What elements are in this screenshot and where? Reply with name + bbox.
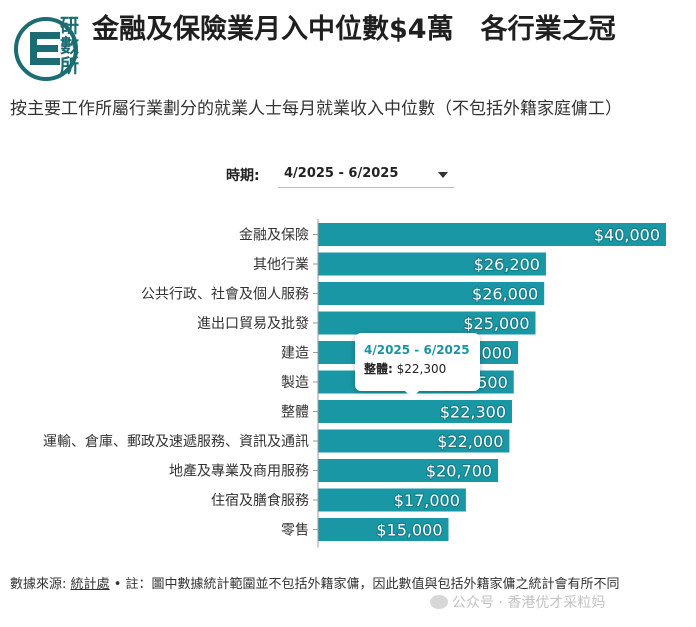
chart-tooltip: 4/2025 - 6/2025 整體: $22,300 <box>355 333 480 398</box>
value-label-2: $26,000 <box>472 285 538 304</box>
bar-6[interactable] <box>318 400 513 423</box>
value-label-9: $17,000 <box>394 491 460 510</box>
category-label-0: 金融及保險 <box>239 228 309 244</box>
value-label-1: $26,200 <box>474 255 540 274</box>
bar-9[interactable] <box>318 488 466 512</box>
category-label-8: 地產及專業及商用服務 <box>169 463 309 480</box>
value-label-10: $15,000 <box>376 521 442 540</box>
bar-1[interactable] <box>318 252 546 276</box>
tooltip-row: 整體: $22,300 <box>364 359 471 379</box>
category-label-1: 其他行業 <box>253 257 309 273</box>
category-label-10: 零售 <box>281 523 309 539</box>
tooltip-period: 4/2025 - 6/2025 <box>364 343 470 357</box>
value-label-3: $25,000 <box>463 314 529 333</box>
category-label-4: 建造 <box>281 346 309 362</box>
source-label: 數據來源: <box>10 577 67 592</box>
period-value: 4/2025 - 6/2025 <box>284 166 399 181</box>
value-label-8: $20,700 <box>426 462 492 481</box>
category-label-6: 整體 <box>281 405 309 421</box>
value-label-7: $22,000 <box>437 432 503 451</box>
page-title: 金融及保險業月入中位數$4萬 各行業之冠 <box>92 14 616 45</box>
value-label-6: $22,300 <box>440 403 506 422</box>
category-label-2: 公共行政、社會及個人服務 <box>141 287 309 303</box>
bar-chart: 金融及保險 $40,000 其他行業 $26,200 公共行政、社會及個人服務 $26,0… <box>43 219 666 548</box>
watermark-text: 公众号 · 香港优才采粒妈 <box>452 595 606 611</box>
watermark: 公众号 · 香港优才采粒妈 <box>430 592 605 612</box>
tooltip-key: 整體: <box>364 362 393 376</box>
category-label-9: 住宿及膳食服務 <box>211 492 309 509</box>
chevron-down-icon <box>438 172 448 178</box>
bar-7[interactable] <box>318 429 510 453</box>
period-select[interactable]: 4/2025 - 6/2025 <box>278 162 454 188</box>
chart-subtitle: 按主要工作所屬行業劃分的就業人士每月就業收入中位數（不包括外籍家庭傭工） <box>10 99 622 119</box>
footnote-text: • 註：圖中數據統計範圍並不包括外籍家傭，因此數值與包括外籍家傭之統計會有所不同 <box>113 577 620 592</box>
category-label-5: 製造 <box>281 375 309 391</box>
logo-icon <box>14 17 78 81</box>
tooltip-value: $22,300 <box>396 362 447 376</box>
bar-3[interactable] <box>318 311 536 335</box>
category-label-7: 運輸、倉庫、郵政及速遞服務、資訊及通訊 <box>43 433 309 450</box>
bar-2[interactable] <box>318 282 545 305</box>
bar-0[interactable] <box>318 223 666 246</box>
value-label-0: $40,000 <box>594 226 660 245</box>
bar-10[interactable] <box>318 518 449 541</box>
source-link[interactable]: 統計處 <box>70 577 110 592</box>
wechat-icon <box>430 595 448 609</box>
logo-text: 研數所 <box>60 15 80 77</box>
period-label: 時期: <box>226 168 260 184</box>
bar-8[interactable] <box>318 459 499 482</box>
category-label-3: 進出口貿易及批發 <box>197 316 309 332</box>
footer-note: 數據來源: 統計處 • 註：圖中數據統計範圍並不包括外籍家傭，因此數值與包括外籍… <box>10 575 686 595</box>
